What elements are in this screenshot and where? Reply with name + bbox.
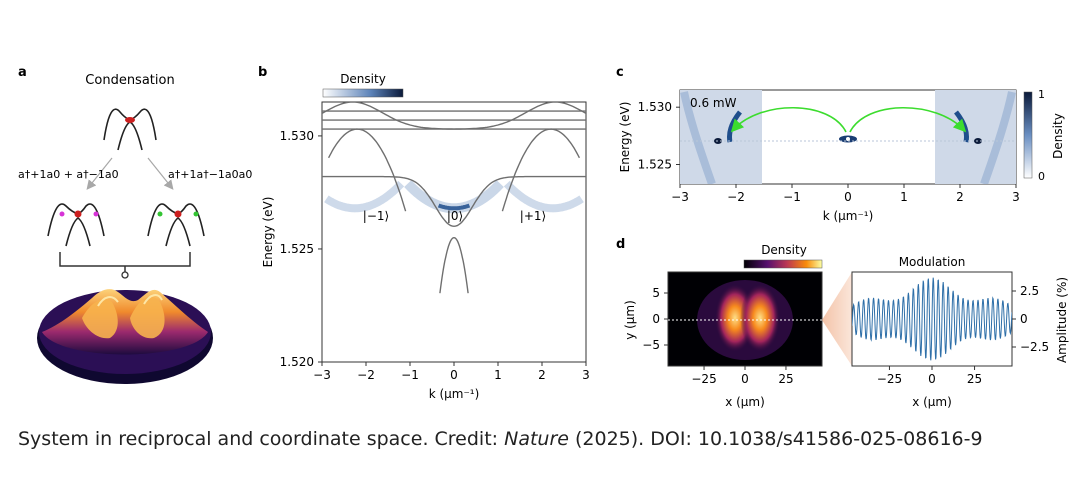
right-side-dot-2 bbox=[193, 211, 199, 217]
left-operator: a†+1a0 + a†−1a0 bbox=[18, 168, 119, 181]
panel-a: a Condensation a†+1a0 + a†−1a0 a†+1a†−1a… bbox=[18, 65, 252, 384]
b-xtick-label: 3 bbox=[582, 368, 590, 382]
state-label-0: |0⟩ bbox=[447, 209, 463, 223]
panel-c-ylabel: Energy (eV) bbox=[618, 102, 632, 173]
panel-d-left-image bbox=[668, 280, 822, 360]
panel-d-colorbar bbox=[743, 259, 823, 269]
panel-b: b Density −3 −2 −1 0 1 2 3 1.520 1.525 1.530 |−1⟩… bbox=[258, 65, 590, 401]
bracket bbox=[59, 252, 191, 272]
b-dispersion-lines bbox=[322, 102, 586, 294]
b-ytick-label: 1.520 bbox=[280, 355, 314, 369]
state-label-plus1: |+1⟩ bbox=[520, 209, 546, 223]
dl-xtick-label: 25 bbox=[778, 372, 793, 386]
c-xtick-label: 1 bbox=[900, 190, 908, 204]
c-xtick-label: 0 bbox=[844, 190, 852, 204]
left-side-dot-1 bbox=[59, 211, 65, 217]
left-dispersion-icon bbox=[47, 203, 105, 247]
dr-xtick-label: 0 bbox=[928, 372, 936, 386]
dl-xtick-label: −25 bbox=[691, 372, 716, 386]
modulation-line bbox=[852, 277, 1012, 361]
c-xtick-label: 2 bbox=[956, 190, 964, 204]
figure-caption: System in reciprocal and coordinate spac… bbox=[18, 428, 983, 450]
bracket-node bbox=[121, 271, 129, 279]
b-xtick-label: 2 bbox=[538, 368, 546, 382]
panel-c-ticks: −3 −2 −1 0 1 2 3 1.525 1.530 bbox=[638, 100, 1020, 204]
right-center-dot bbox=[174, 210, 182, 218]
caption-post: (2025). DOI: 10.1038/s41586-025-08616-9 bbox=[568, 428, 983, 450]
b-xtick-label: −2 bbox=[357, 368, 375, 382]
dr-ytick-label: 0 bbox=[1020, 312, 1028, 326]
b-xtick-label: −3 bbox=[313, 368, 331, 382]
right-side-dot-1 bbox=[157, 211, 163, 217]
left-center-dot bbox=[74, 210, 82, 218]
transfer-arrows bbox=[730, 107, 967, 133]
b-xtick-label: −1 bbox=[401, 368, 419, 382]
b-ytick-label: 1.530 bbox=[280, 129, 314, 143]
caption-journal: Nature bbox=[504, 428, 569, 450]
dr-ytick-label: 2.5 bbox=[1020, 284, 1039, 298]
panel-c-label: c bbox=[616, 65, 624, 80]
c-xtick-label: −2 bbox=[727, 190, 745, 204]
panel-c-colorbar-label: Density bbox=[1051, 113, 1065, 159]
panel-d-modulation-label: Modulation bbox=[899, 255, 966, 269]
right-operator: a†+1a†−1a0a0 bbox=[168, 168, 252, 181]
panel-c: c 0.6 mW −3 −2 −1 0 1 2 3 1.525 1.530 k (μm⁻¹) E… bbox=[616, 65, 1065, 223]
b-xtick-label: 0 bbox=[450, 368, 458, 382]
panel-d-right-xlabel: x (μm) bbox=[912, 395, 952, 409]
panel-c-colorbar-top: 1 bbox=[1038, 88, 1045, 101]
panel-a-label: a bbox=[18, 65, 27, 80]
panel-b-colorbar-label: Density bbox=[340, 72, 386, 86]
dl-ytick-label: 0 bbox=[652, 312, 660, 326]
panel-d-right-ylabel: Amplitude (%) bbox=[1055, 277, 1069, 363]
panel-b-ylabel: Energy (eV) bbox=[261, 197, 275, 268]
panel-d-left-xlabel: x (μm) bbox=[725, 395, 765, 409]
dl-ytick-label: −5 bbox=[642, 338, 660, 352]
c-xtick-label: −1 bbox=[783, 190, 801, 204]
panel-b-axes bbox=[321, 101, 587, 363]
b-ytick-label: 1.525 bbox=[280, 242, 314, 256]
panel-b-plot bbox=[322, 102, 586, 294]
panel-c-colorbar bbox=[1023, 91, 1033, 179]
b-xtick-label: 1 bbox=[494, 368, 502, 382]
dr-xtick-label: −25 bbox=[877, 372, 902, 386]
panel-c-xlabel: k (μm⁻¹) bbox=[823, 209, 874, 223]
panel-b-label: b bbox=[258, 65, 267, 80]
panel-d-label: d bbox=[616, 237, 625, 252]
surface-3d bbox=[37, 289, 213, 384]
state-label-minus1: |−1⟩ bbox=[363, 209, 389, 223]
left-side-dot-2 bbox=[93, 211, 99, 217]
top-dispersion-icon bbox=[103, 108, 157, 151]
right-arrow bbox=[147, 157, 174, 190]
c-ytick-label: 1.530 bbox=[638, 100, 672, 114]
figure: a Condensation a†+1a0 + a†−1a0 a†+1a†−1a… bbox=[18, 65, 1069, 409]
left-arrow bbox=[86, 157, 113, 190]
power-label: 0.6 mW bbox=[690, 96, 737, 110]
panel-b-ticks: −3 −2 −1 0 1 2 3 1.520 1.525 1.530 bbox=[280, 129, 590, 382]
panel-d-left-ylabel: y (μm) bbox=[623, 300, 637, 340]
c-xtick-label: 3 bbox=[1012, 190, 1020, 204]
dr-xtick-label: 25 bbox=[967, 372, 982, 386]
panel-d-right-ticks: −25 0 25 2.5 0 −2.5 bbox=[877, 284, 1049, 386]
right-dispersion-icon bbox=[147, 203, 205, 247]
dl-xtick-label: 0 bbox=[741, 372, 749, 386]
panel-a-title: Condensation bbox=[85, 73, 174, 88]
dr-ytick-label: −2.5 bbox=[1020, 340, 1049, 354]
c-xtick-label: −3 bbox=[671, 190, 689, 204]
panel-c-heatmap bbox=[680, 90, 1016, 184]
panel-d-density-label: Density bbox=[761, 243, 807, 257]
caption-pre: System in reciprocal and coordinate spac… bbox=[18, 428, 505, 450]
panel-c-colorbar-bottom: 0 bbox=[1038, 170, 1045, 183]
panel-b-colorbar bbox=[322, 88, 404, 98]
panel-b-xlabel: k (μm⁻¹) bbox=[429, 387, 480, 401]
zoom-fan bbox=[822, 272, 852, 366]
c-ytick-label: 1.525 bbox=[638, 158, 672, 172]
condensate-dot bbox=[125, 117, 135, 123]
b-density-glow bbox=[324, 180, 584, 214]
dl-ytick-label: 5 bbox=[652, 286, 660, 300]
